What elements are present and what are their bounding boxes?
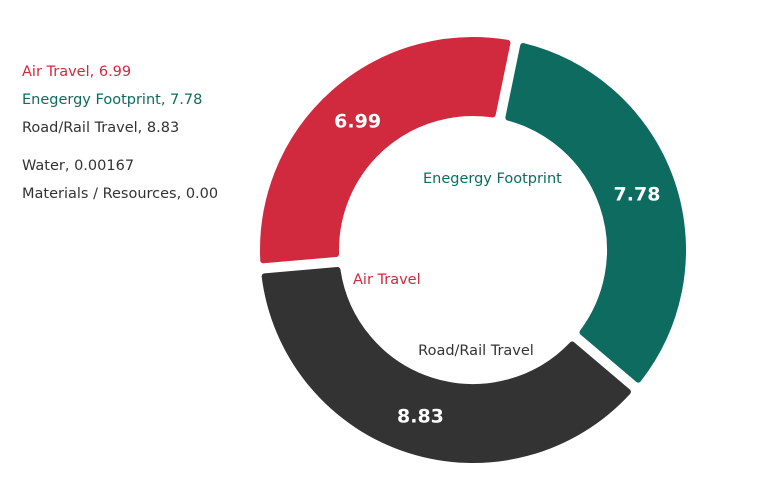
legend-item-water: Water, 0.00167 bbox=[22, 158, 135, 174]
chart-legend: Air Travel, 6.99 Enegergy Footprint, 7.7… bbox=[22, 58, 218, 208]
category-label-air-travel: Air Travel bbox=[353, 272, 421, 288]
donut-slice-enegergy-footprint bbox=[505, 43, 686, 383]
legend-item-energy-footprint: Enegergy Footprint, 7.78 bbox=[22, 92, 203, 108]
legend-item-air-travel: Air Travel, 6.99 bbox=[22, 64, 132, 80]
legend-item-materials-resources: Materials / Resources, 0.00 bbox=[22, 186, 219, 202]
category-label-road-rail-travel: Road/Rail Travel bbox=[418, 343, 534, 359]
value-label-road-rail-travel: 8.83 bbox=[397, 405, 444, 427]
category-label-enegergy-footprint: Enegergy Footprint bbox=[423, 171, 562, 187]
legend-item-road-rail-travel: Road/Rail Travel, 8.83 bbox=[22, 120, 180, 136]
donut-slice-air-travel bbox=[260, 37, 511, 264]
donut-slice-road-rail-travel bbox=[261, 266, 631, 463]
value-label-enegergy-footprint: 7.78 bbox=[614, 183, 661, 205]
value-label-air-travel: 6.99 bbox=[334, 110, 381, 132]
